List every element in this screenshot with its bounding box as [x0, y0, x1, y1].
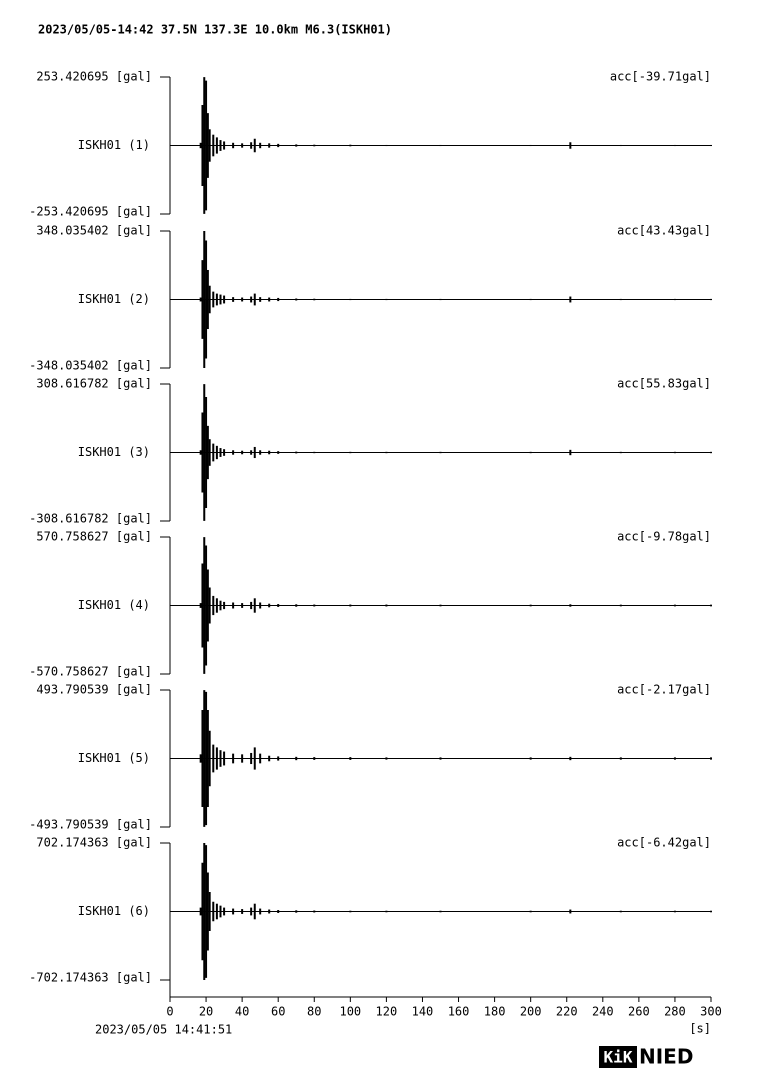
logo-mark: KiK — [604, 1048, 633, 1067]
x-tick-label: 200 — [520, 1005, 542, 1019]
y-tick-label: -570.758627 [gal] — [29, 665, 152, 679]
x-tick-label: 60 — [271, 1005, 285, 1019]
station-label: ISKH01 (5) — [78, 751, 150, 765]
y-tick-label: -493.790539 [gal] — [29, 818, 152, 832]
station-label: ISKH01 (3) — [78, 445, 150, 459]
x-tick-label: 220 — [556, 1005, 578, 1019]
y-tick-label: 253.420695 [gal] — [36, 70, 152, 84]
offset-annotation: acc[-39.71gal] — [610, 70, 711, 84]
y-tick-label: 702.174363 [gal] — [36, 836, 152, 850]
offset-annotation: acc[55.83gal] — [617, 377, 711, 391]
offset-annotation: acc[-6.42gal] — [617, 836, 711, 850]
offset-annotation: acc[43.43gal] — [617, 224, 711, 238]
x-tick-label: 300 — [700, 1005, 722, 1019]
offset-annotation: acc[-9.78gal] — [617, 530, 711, 544]
station-label: ISKH01 (2) — [78, 292, 150, 306]
x-tick-label: 80 — [307, 1005, 321, 1019]
station-label: ISKH01 (1) — [78, 138, 150, 152]
x-tick-label: 100 — [339, 1005, 361, 1019]
y-tick-label: -253.420695 [gal] — [29, 205, 152, 219]
start-time: 2023/05/05 14:41:51 — [95, 1023, 232, 1037]
y-tick-label: -308.616782 [gal] — [29, 512, 152, 526]
x-tick-label: 240 — [592, 1005, 614, 1019]
offset-annotation: acc[-2.17gal] — [617, 683, 711, 697]
y-tick-label: -348.035402 [gal] — [29, 359, 152, 373]
x-tick-label: 120 — [376, 1005, 398, 1019]
logo-box — [599, 1046, 637, 1068]
y-tick-label: 570.758627 [gal] — [36, 530, 152, 544]
x-tick-label: 20 — [199, 1005, 213, 1019]
station-label: ISKH01 (4) — [78, 598, 150, 612]
station-label: ISKH01 (6) — [78, 904, 150, 918]
y-tick-label: -702.174363 [gal] — [29, 971, 152, 985]
chart-title: 2023/05/05-14:42 37.5N 137.3E 10.0km M6.… — [38, 23, 392, 37]
logo-text: NIED — [639, 1045, 693, 1069]
x-tick-label: 180 — [484, 1005, 506, 1019]
x-axis-label: [s] — [689, 1022, 711, 1036]
y-tick-label: 348.035402 [gal] — [36, 224, 152, 238]
x-tick-label: 160 — [448, 1005, 470, 1019]
x-tick-label: 280 — [664, 1005, 686, 1019]
x-tick-label: 0 — [166, 1005, 173, 1019]
y-tick-label: 493.790539 [gal] — [36, 683, 152, 697]
y-tick-label: 308.616782 [gal] — [36, 377, 152, 391]
x-tick-label: 40 — [235, 1005, 249, 1019]
x-tick-label: 140 — [412, 1005, 434, 1019]
x-tick-label: 260 — [628, 1005, 650, 1019]
